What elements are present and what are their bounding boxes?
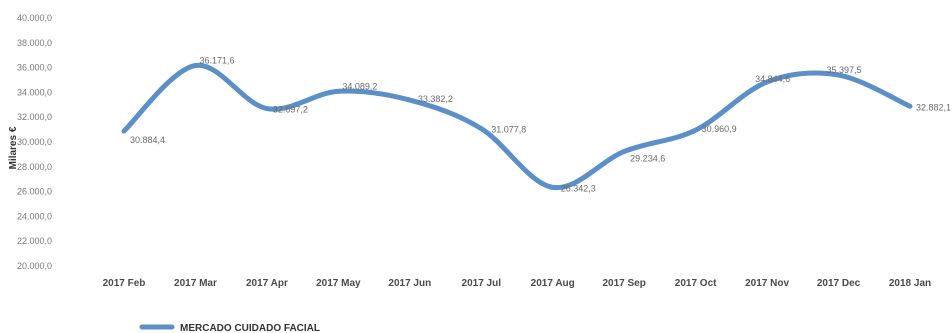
x-tick-label: 2018 Jan — [889, 278, 931, 289]
data-label: 31.077,8 — [491, 125, 526, 135]
x-tick-label: 2017 Sep — [602, 278, 645, 289]
x-axis: 2017 Feb 2017 Mar 2017 Apr 2017 May 2017 Jun… — [103, 278, 932, 289]
y-tick-label: 32.000,0 — [17, 112, 52, 122]
data-label: 35.397,5 — [827, 65, 862, 75]
data-label: 30.960,9 — [702, 124, 737, 134]
data-label: 29.234,6 — [630, 153, 665, 163]
data-labels: 30.884,4 36.171,6 32.697,2 34.089,2 33.382,2… — [130, 55, 951, 193]
y-axis: 20.000,0 22.000,0 24.000,0 26.000,0 28.000,0… — [17, 13, 52, 271]
x-tick-label: 2017 Jul — [462, 278, 502, 289]
x-tick-label: 2017 Nov — [745, 278, 789, 289]
x-tick-label: 2017 Mar — [174, 278, 217, 289]
data-label: 36.171,6 — [199, 55, 234, 65]
x-tick-label: 2017 Aug — [531, 278, 575, 289]
series-line — [121, 62, 913, 191]
x-tick-label: 2017 Oct — [675, 278, 717, 289]
y-tick-label: 36.000,0 — [17, 63, 52, 73]
y-tick-label: 30.000,0 — [17, 137, 52, 147]
data-label: 33.382,2 — [418, 94, 453, 104]
x-tick-label: 2017 Jun — [388, 278, 431, 289]
data-label: 32.697,2 — [273, 105, 308, 115]
y-tick-label: 28.000,0 — [17, 162, 52, 172]
y-tick-label: 26.000,0 — [17, 187, 52, 197]
y-tick-label: 38.000,0 — [17, 38, 52, 48]
x-tick-label: 2017 Apr — [246, 278, 288, 289]
x-tick-label: 2017 May — [316, 278, 361, 289]
series-layer — [121, 62, 913, 191]
y-tick-label: 20.000,0 — [17, 261, 52, 271]
data-label: 32.882,1 — [916, 102, 951, 112]
y-axis-title: Milares € — [8, 126, 19, 169]
y-tick-label: 22.000,0 — [17, 236, 52, 246]
legend: MERCADO CUIDADO FACIAL — [139, 323, 320, 333]
data-label: 34.844,6 — [755, 74, 790, 84]
y-tick-label: 34.000,0 — [17, 87, 52, 97]
data-label: 34.089,2 — [342, 81, 377, 91]
legend-label: MERCADO CUIDADO FACIAL — [180, 323, 320, 333]
x-tick-label: 2017 Feb — [103, 278, 146, 289]
x-tick-label: 2017 Dec — [817, 278, 861, 289]
y-tick-label: 40.000,0 — [17, 13, 52, 23]
data-label: 26.342,3 — [561, 183, 596, 193]
data-label: 30.884,4 — [130, 135, 165, 145]
y-tick-label: 24.000,0 — [17, 211, 52, 221]
